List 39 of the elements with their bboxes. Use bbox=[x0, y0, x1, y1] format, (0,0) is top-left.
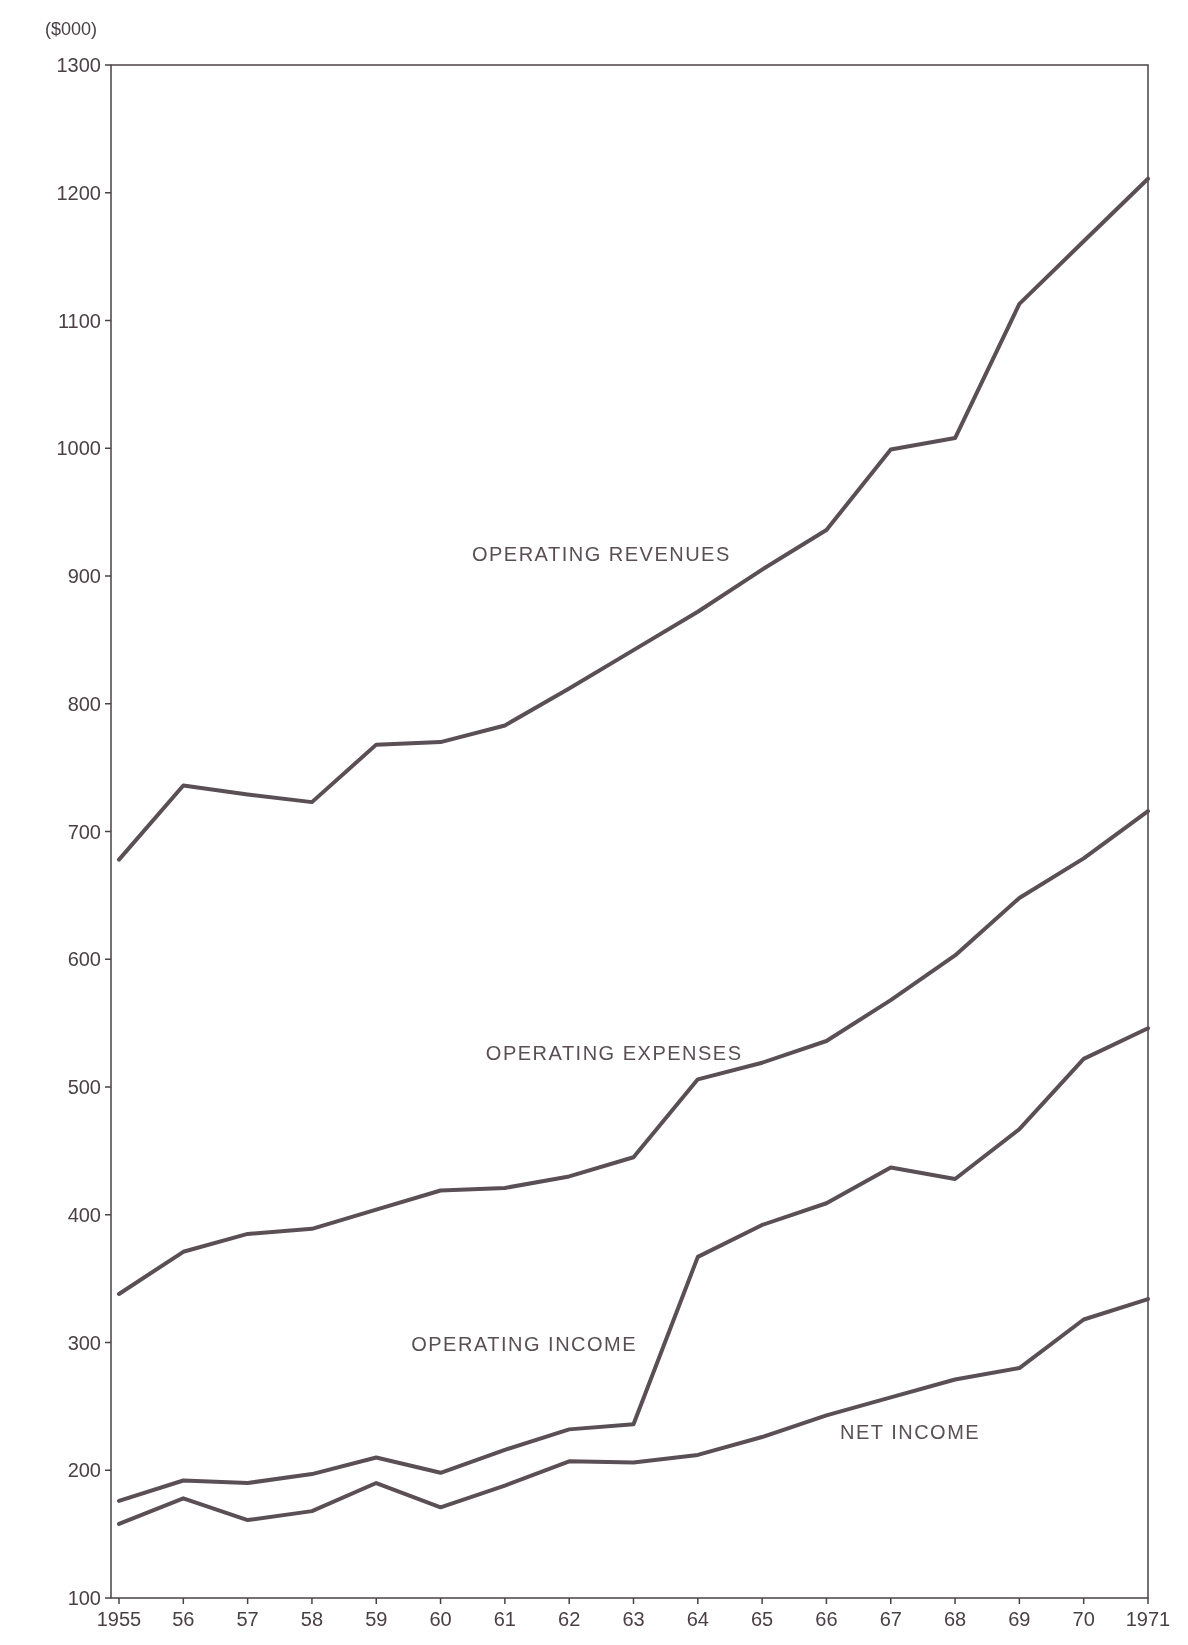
y-tick-label: 800 bbox=[67, 692, 101, 715]
x-tick-label: 62 bbox=[558, 1608, 581, 1630]
line-series bbox=[117, 176, 1150, 862]
line-series bbox=[117, 809, 1150, 1296]
y-tick-label: 900 bbox=[67, 565, 101, 587]
x-tick-label: 61 bbox=[493, 1608, 516, 1630]
x-tick-label: 66 bbox=[815, 1608, 838, 1630]
x-tick-label: 57 bbox=[236, 1608, 259, 1630]
y-tick-label: 200 bbox=[67, 1459, 101, 1482]
x-tick-label: 63 bbox=[622, 1608, 645, 1630]
x-tick-label: 70 bbox=[1072, 1608, 1095, 1630]
x-tick-label: 65 bbox=[751, 1608, 774, 1630]
y-tick-label: 700 bbox=[67, 820, 101, 843]
y-tick-label: 1000 bbox=[56, 437, 101, 460]
y-tick-label: 1200 bbox=[56, 181, 101, 204]
x-tick-label: 1955 bbox=[96, 1608, 142, 1630]
x-tick-label: 67 bbox=[879, 1608, 902, 1630]
x-tick-label: 64 bbox=[686, 1608, 709, 1630]
y-tick-label: 1100 bbox=[57, 309, 101, 332]
series-label: OPERATING EXPENSES bbox=[485, 1042, 743, 1065]
series-label: OPERATING INCOME bbox=[411, 1332, 638, 1355]
line-series bbox=[117, 1026, 1150, 1503]
y-tick-label: 500 bbox=[67, 1076, 101, 1098]
y-tick-label: 1300 bbox=[56, 54, 101, 76]
series-label: OPERATING REVENUES bbox=[471, 543, 731, 566]
x-tick-label: 60 bbox=[429, 1608, 452, 1630]
y-axis-title: ($000) bbox=[44, 19, 98, 39]
line-series bbox=[117, 1297, 1150, 1526]
series-label: NET INCOME bbox=[839, 1421, 981, 1444]
y-tick-label: 300 bbox=[67, 1331, 101, 1354]
x-tick-label: 1971 bbox=[1125, 1608, 1171, 1630]
x-tick-label: 58 bbox=[300, 1608, 324, 1630]
y-tick-label: 600 bbox=[67, 948, 101, 971]
x-tick-label: 69 bbox=[1008, 1608, 1031, 1630]
x-tick-label: 59 bbox=[365, 1608, 388, 1630]
x-tick-label: 68 bbox=[943, 1608, 967, 1630]
y-tick-label: 100 bbox=[67, 1587, 101, 1609]
y-tick-label: 400 bbox=[67, 1203, 101, 1226]
x-tick-label: 56 bbox=[172, 1608, 195, 1630]
